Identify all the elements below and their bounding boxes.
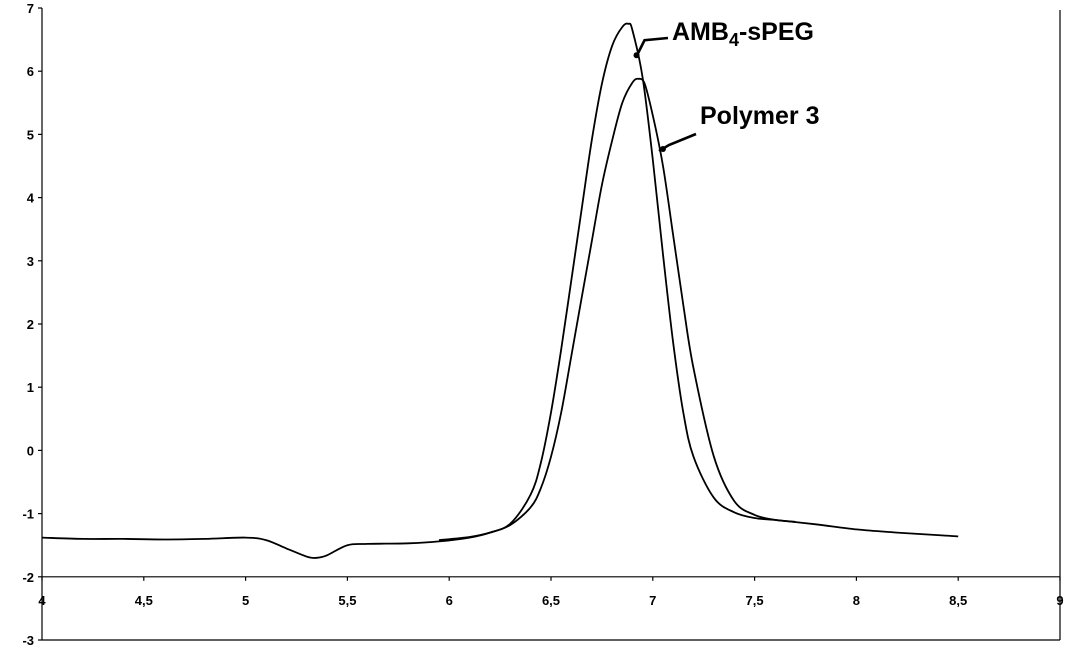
x-tick-label: 7,5 bbox=[746, 593, 764, 608]
x-tick-label: 5,5 bbox=[338, 593, 356, 608]
x-tick-label: 9 bbox=[1056, 593, 1063, 608]
y-tick-label: -2 bbox=[22, 570, 34, 585]
y-tick-label: 5 bbox=[27, 127, 34, 142]
x-tick-label: 4,5 bbox=[135, 593, 153, 608]
x-tick-label: 5 bbox=[242, 593, 249, 608]
x-tick-label: 8,5 bbox=[949, 593, 967, 608]
y-tick-label: 1 bbox=[27, 380, 34, 395]
x-tick-label: 7 bbox=[649, 593, 656, 608]
series-line-amb4-speg bbox=[41, 22, 959, 559]
y-tick-label: 7 bbox=[27, 1, 34, 16]
annotation-polymer-3: Polymer 3 bbox=[700, 102, 820, 130]
plot-frame bbox=[41, 8, 1061, 641]
axes: 7 6 5 4 3 2 1 0 -1 -2 -3 4 4,5 5 5,5 6 6,5 7 7,5 8 8,5 9 bbox=[22, 1, 1063, 648]
y-tick-label: -1 bbox=[22, 507, 34, 522]
x-tick-label: 6,5 bbox=[542, 593, 560, 608]
y-tick-label: 2 bbox=[27, 317, 34, 332]
y-tick-label: 0 bbox=[27, 443, 34, 458]
y-tick-label: -3 bbox=[22, 633, 34, 648]
series-lines bbox=[41, 22, 959, 559]
x-tick-label: 8 bbox=[853, 593, 860, 608]
annotation-amb4-speg: AMB4-sPEG bbox=[672, 18, 814, 50]
x-tick-label: 4 bbox=[38, 593, 46, 608]
y-tick-label: 4 bbox=[27, 191, 35, 206]
polymer-3-leader-dot bbox=[659, 146, 666, 153]
amb4-speg-leader-line bbox=[635, 36, 669, 57]
y-tick-label: 6 bbox=[27, 64, 34, 79]
amb4-speg-leader-dot bbox=[633, 52, 640, 59]
x-tick-label: 6 bbox=[446, 593, 453, 608]
series-line-polymer-3 bbox=[438, 77, 796, 541]
y-tick-label: 3 bbox=[27, 254, 34, 269]
annotations: AMB4-sPEG Polymer 3 bbox=[633, 18, 820, 153]
